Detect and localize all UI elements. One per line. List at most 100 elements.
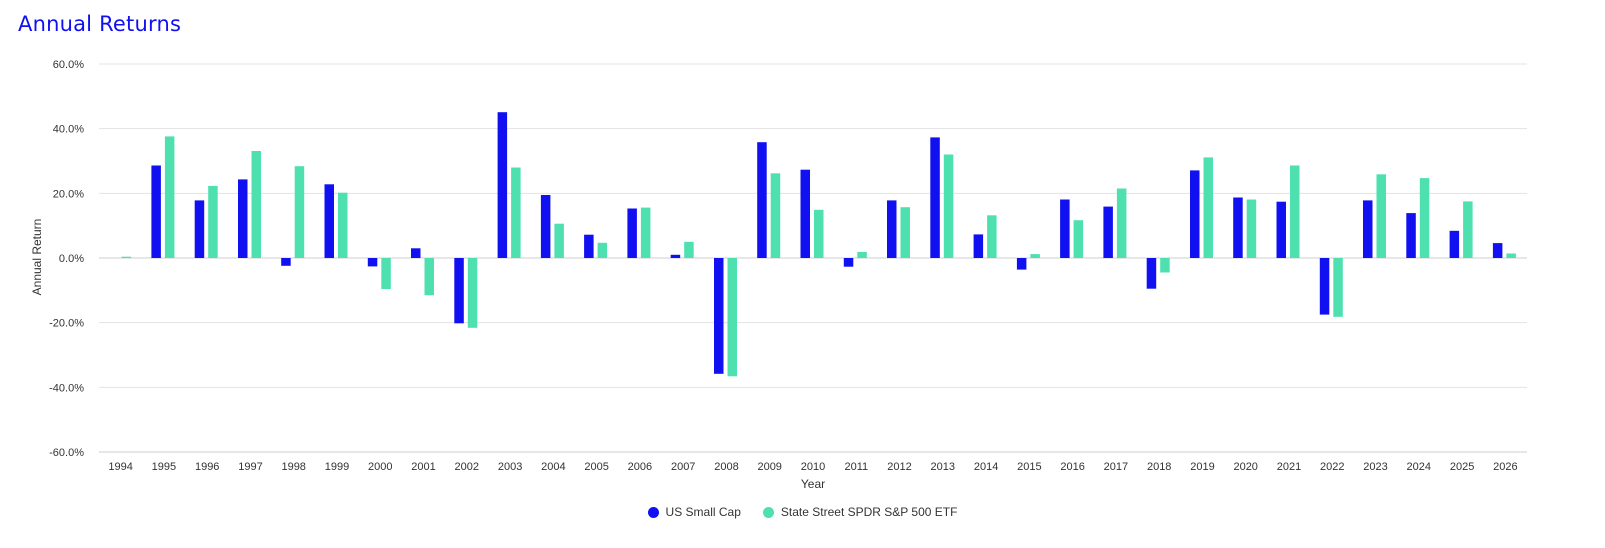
bar-us-small-cap-2001[interactable] — [411, 248, 421, 258]
legend-item-us-small-cap[interactable]: US Small Cap — [647, 505, 741, 519]
x-tick-label: 2006 — [628, 461, 652, 473]
x-tick-label: 1998 — [281, 461, 305, 473]
bar-spdr-sp500-2000[interactable] — [381, 258, 391, 289]
bar-spdr-sp500-2009[interactable] — [770, 173, 781, 258]
x-tick-label: 2023 — [1363, 461, 1387, 473]
bar-spdr-sp500-2018[interactable] — [1160, 258, 1170, 273]
bar-spdr-sp500-1996[interactable] — [208, 185, 218, 258]
bar-us-small-cap-2004[interactable] — [540, 195, 551, 258]
annual-returns-chart: 60.0% 40.0% 20.0% 0.0% -20.0% -40.0% -60.0% 19… — [30, 59, 1527, 491]
bar-us-small-cap-2012[interactable] — [887, 200, 897, 258]
x-tick-label: 2016 — [1060, 461, 1084, 473]
x-tick-label: 1997 — [238, 461, 262, 473]
bar-spdr-sp500-2007[interactable] — [684, 241, 694, 258]
bar-us-small-cap-1996[interactable] — [194, 200, 205, 258]
bar-us-small-cap-2022[interactable] — [1319, 258, 1330, 315]
bar-us-small-cap-2024[interactable] — [1406, 213, 1416, 258]
x-tick-label: 2024 — [1407, 461, 1431, 473]
bar-us-small-cap-2026[interactable] — [1492, 243, 1503, 258]
bar-spdr-sp500-2010[interactable] — [814, 209, 824, 258]
bar-spdr-sp500-1998[interactable] — [294, 166, 305, 258]
x-tick-label: 2012 — [887, 461, 911, 473]
bar-spdr-sp500-2016[interactable] — [1073, 220, 1084, 258]
x-tick-label: 2022 — [1320, 461, 1344, 473]
bar-us-small-cap-2008[interactable] — [714, 258, 724, 374]
y-tick-label: -40.0% — [49, 382, 84, 394]
x-tick-label: 2019 — [1190, 461, 1214, 473]
bar-us-small-cap-2020[interactable] — [1233, 197, 1243, 259]
bar-us-small-cap-2014[interactable] — [973, 234, 984, 258]
bar-spdr-sp500-2021[interactable] — [1290, 165, 1300, 259]
bar-spdr-sp500-2005[interactable] — [597, 242, 608, 258]
x-tick-label: 2009 — [757, 461, 781, 473]
legend: US Small Cap State Street SPDR S&P 500 E… — [0, 505, 1605, 519]
bar-spdr-sp500-2004[interactable] — [554, 223, 564, 258]
bar-spdr-sp500-2002[interactable] — [467, 258, 478, 328]
x-tick-label: 2015 — [1017, 461, 1041, 473]
bar-us-small-cap-2005[interactable] — [584, 234, 594, 258]
bar-spdr-sp500-2020[interactable] — [1246, 199, 1257, 259]
grid-lines — [99, 63, 1527, 453]
bar-us-small-cap-2019[interactable] — [1190, 170, 1200, 258]
x-tick-label: 2021 — [1277, 461, 1301, 473]
bar-us-small-cap-1999[interactable] — [324, 184, 335, 258]
bar-spdr-sp500-2025[interactable] — [1463, 201, 1473, 258]
bar-us-small-cap-2002[interactable] — [454, 258, 464, 324]
bar-us-small-cap-2025[interactable] — [1449, 230, 1460, 258]
bar-spdr-sp500-2001[interactable] — [424, 258, 435, 296]
x-tick-label: 1996 — [195, 461, 219, 473]
bar-us-small-cap-2006[interactable] — [627, 208, 637, 259]
x-axis-label: Year — [801, 477, 825, 491]
bar-us-small-cap-2003[interactable] — [497, 112, 508, 258]
x-tick-label: 2001 — [411, 461, 435, 473]
bar-us-small-cap-2009[interactable] — [757, 142, 767, 258]
bar-spdr-sp500-1995[interactable] — [164, 136, 175, 258]
bar-us-small-cap-2000[interactable] — [367, 258, 378, 267]
bar-spdr-sp500-2006[interactable] — [640, 207, 651, 258]
bar-spdr-sp500-2015[interactable] — [1030, 254, 1040, 258]
y-tick-label: 40.0% — [53, 124, 84, 136]
bar-us-small-cap-2011[interactable] — [843, 258, 854, 267]
bar-us-small-cap-2017[interactable] — [1103, 206, 1113, 258]
x-tick-label: 2004 — [541, 461, 565, 473]
bar-us-small-cap-2007[interactable] — [670, 254, 681, 258]
bar-us-small-cap-2013[interactable] — [930, 137, 940, 258]
x-axis-ticks: 1994 1995 1996 1997 1998 1999 2000 2001 2002 2003… — [99, 451, 1527, 473]
x-tick-label: 2014 — [974, 461, 998, 473]
bar-spdr-sp500-2019[interactable] — [1203, 157, 1214, 258]
y-axis-label: Annual Return — [30, 219, 44, 296]
bar-us-small-cap-2018[interactable] — [1146, 258, 1157, 289]
legend-label: US Small Cap — [665, 505, 741, 519]
bar-us-small-cap-1995[interactable] — [151, 165, 161, 259]
x-tick-label: 2017 — [1104, 461, 1128, 473]
bar-spdr-sp500-2017[interactable] — [1116, 188, 1127, 259]
bar-spdr-sp500-1994[interactable] — [121, 256, 132, 258]
bar-spdr-sp500-2003[interactable] — [511, 167, 521, 259]
bar-us-small-cap-2016[interactable] — [1060, 199, 1070, 259]
bar-spdr-sp500-1997[interactable] — [251, 151, 262, 258]
x-tick-label: 2013 — [931, 461, 955, 473]
bar-us-small-cap-2015[interactable] — [1016, 258, 1027, 270]
bar-spdr-sp500-2023[interactable] — [1376, 174, 1387, 258]
bar-spdr-sp500-2014[interactable] — [987, 215, 997, 258]
bar-spdr-sp500-2011[interactable] — [857, 251, 867, 258]
bar-us-small-cap-2023[interactable] — [1363, 200, 1373, 258]
x-tick-label: 2011 — [844, 461, 868, 473]
bar-spdr-sp500-2013[interactable] — [943, 154, 954, 259]
bar-spdr-sp500-2022[interactable] — [1333, 258, 1343, 317]
x-tick-label: 2025 — [1450, 461, 1474, 473]
bar-us-small-cap-1998[interactable] — [281, 258, 291, 266]
bar-spdr-sp500-2008[interactable] — [727, 258, 738, 377]
bar-spdr-sp500-2024[interactable] — [1419, 178, 1430, 258]
x-tick-label: 2002 — [455, 461, 479, 473]
legend-marker — [762, 506, 774, 518]
bar-spdr-sp500-1999[interactable] — [338, 192, 348, 258]
x-tick-label: 2000 — [368, 461, 392, 473]
bar-us-small-cap-2021[interactable] — [1276, 201, 1287, 258]
legend-item-spdr-sp500[interactable]: State Street SPDR S&P 500 ETF — [762, 505, 957, 519]
y-tick-label: 20.0% — [53, 188, 84, 200]
bar-us-small-cap-2010[interactable] — [800, 169, 811, 258]
bar-spdr-sp500-2012[interactable] — [900, 207, 911, 258]
bar-us-small-cap-1997[interactable] — [238, 179, 248, 258]
bar-spdr-sp500-2026[interactable] — [1506, 253, 1516, 259]
